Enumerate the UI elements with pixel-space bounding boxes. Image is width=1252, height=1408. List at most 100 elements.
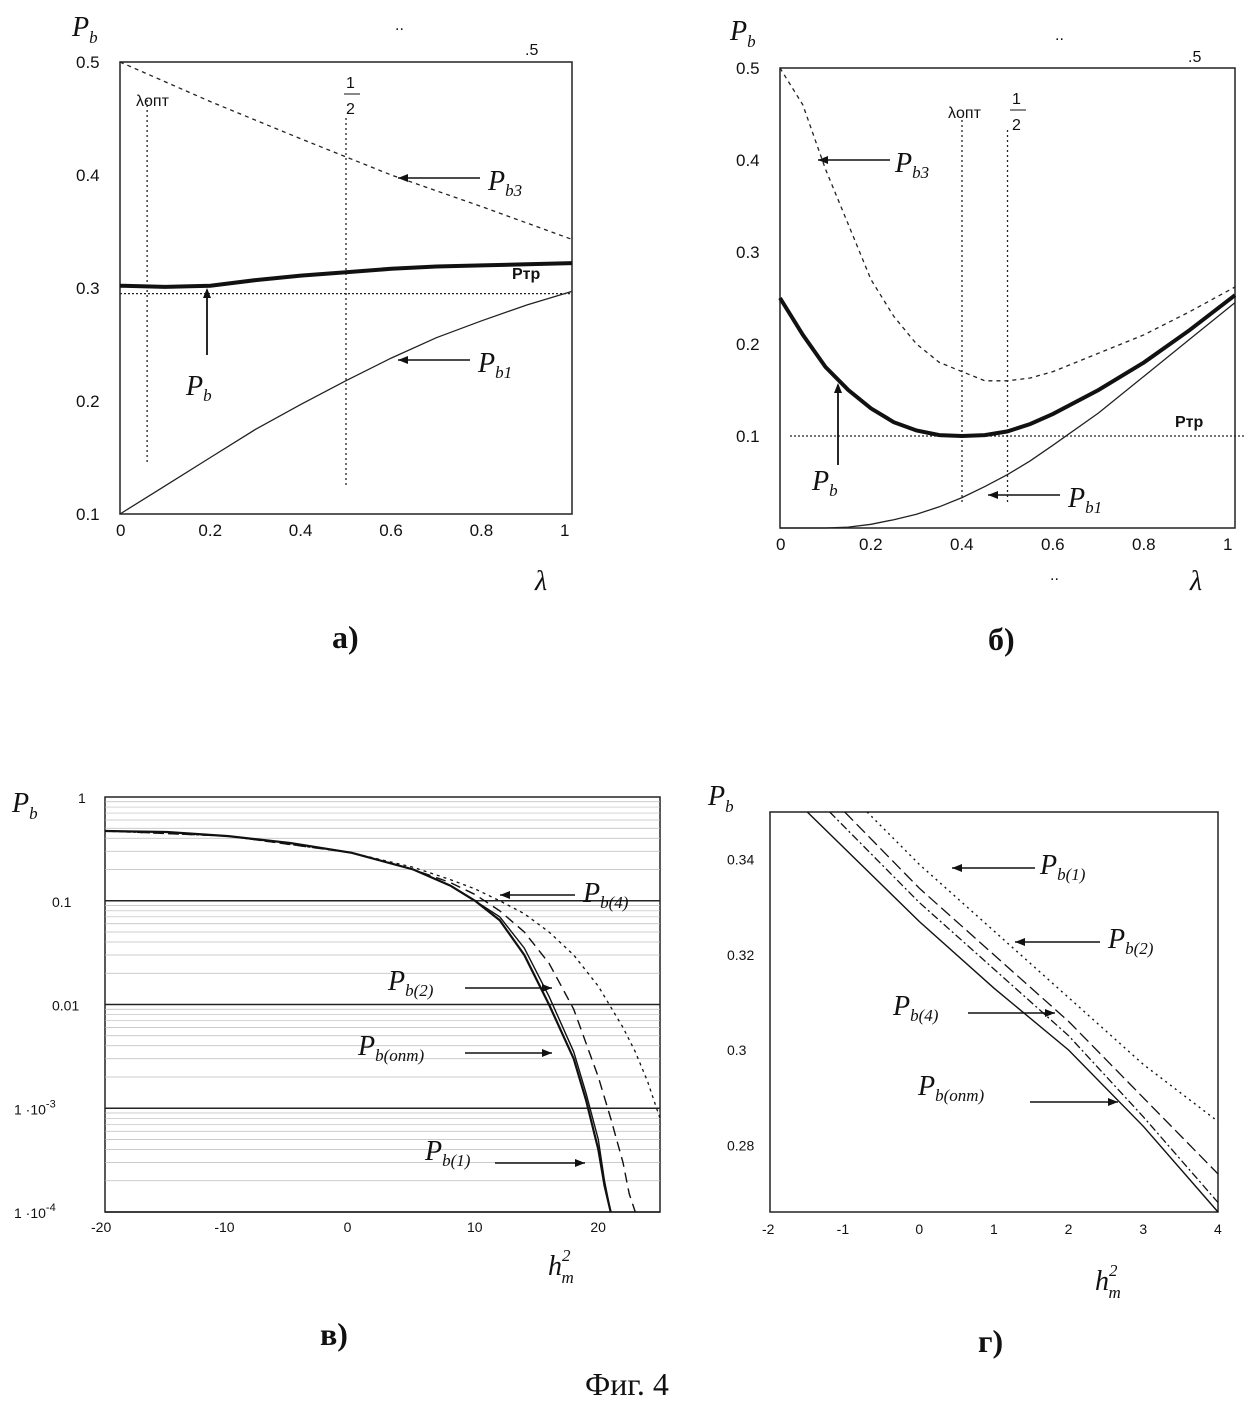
series-pb1-line bbox=[105, 831, 611, 1212]
y-tick-label: 0.3 bbox=[727, 1042, 747, 1058]
chart-panel-b: Pb .. .5 0.10.20.30.40.5 00.20.40.60.81 … bbox=[729, 16, 1245, 657]
x-tick-label: 0.2 bbox=[198, 521, 222, 540]
series-label-pb3: Pb3 bbox=[894, 148, 929, 182]
vline-label-lambda-opt: λопт bbox=[136, 93, 170, 110]
series-label-pb3: Pb3 bbox=[487, 166, 522, 200]
panel-caption: а) bbox=[332, 619, 359, 655]
arrow-head bbox=[952, 864, 962, 872]
x-tick-label: 0.4 bbox=[289, 521, 313, 540]
x-tick-label: 0 bbox=[915, 1221, 923, 1237]
threshold-label: Pтр bbox=[512, 266, 541, 283]
chart-panel-a: Pb .. .5 0.10.20.30.40.5 00.20.40.60.81 … bbox=[71, 12, 572, 655]
x-tick-label: 4 bbox=[1214, 1221, 1222, 1237]
y-axis-label: Pb bbox=[71, 12, 98, 47]
arrow-head bbox=[398, 174, 408, 182]
y-tick-label: 0.1 bbox=[52, 894, 72, 910]
y-tick-label: 0.5 bbox=[76, 53, 100, 72]
vline-label-half-num: 1 bbox=[1012, 91, 1021, 108]
y-tick-label: 1 bbox=[78, 790, 86, 806]
x-axis-label: λ bbox=[1189, 566, 1202, 597]
y-tick-label: 0.28 bbox=[727, 1137, 754, 1153]
x-tick-label: 3 bbox=[1139, 1221, 1147, 1237]
chart-panel-c: Pb 1 0.1 0.01 1 ·10-3 1 ·10-4 -20 -10 0 10 20 h2… bbox=[11, 788, 660, 1352]
x-tick-label: 0.8 bbox=[1132, 535, 1156, 554]
x-tick-label: 1 bbox=[560, 521, 569, 540]
y-axis-label: Pb bbox=[11, 788, 38, 823]
panel-caption: г) bbox=[978, 1323, 1003, 1359]
x-tick-label: 0 bbox=[344, 1219, 352, 1235]
x-tick-label: 20 bbox=[590, 1219, 606, 1235]
series-label-pb1: Pb1 bbox=[1067, 483, 1102, 517]
series-pb4-line bbox=[830, 812, 1218, 1203]
x-tick-label: -1 bbox=[837, 1221, 850, 1237]
arrow-head bbox=[1045, 1009, 1055, 1017]
series-label-pbopt: Pb(onm) bbox=[917, 1071, 985, 1105]
x-axis-label: λ bbox=[534, 566, 547, 597]
x-tick-label: 0 bbox=[116, 521, 125, 540]
y-tick-label: 0.4 bbox=[76, 166, 100, 185]
series-label-pb1: Pb(1) bbox=[1039, 850, 1086, 884]
x-tick-label: -10 bbox=[214, 1219, 234, 1235]
x-tick-label: 0.8 bbox=[470, 521, 494, 540]
y-tick-label: 0.1 bbox=[76, 505, 100, 524]
vline-label-half-den: 2 bbox=[1012, 117, 1021, 134]
y-axis-label: Pb bbox=[729, 16, 756, 51]
y-tick-label: 0.32 bbox=[727, 947, 754, 963]
top-mark: .5 bbox=[525, 42, 538, 59]
arrow-head bbox=[398, 356, 408, 364]
arrow-head bbox=[542, 984, 552, 992]
x-tick-label: 0.6 bbox=[379, 521, 403, 540]
series-label-pb: Pb bbox=[811, 466, 838, 500]
series-label-pbopt: Pb(onm) bbox=[357, 1031, 425, 1065]
y-axis-label: Pb bbox=[707, 781, 734, 816]
vline-label-lambda-opt: λопт bbox=[948, 105, 982, 122]
y-tick-label: 0.5 bbox=[736, 59, 760, 78]
series-label-pb2: Pb(2) bbox=[387, 966, 434, 1000]
y-tick-label: 0.4 bbox=[736, 151, 760, 170]
x-tick-label: 0 bbox=[776, 535, 785, 554]
x-axis-label: h2m bbox=[548, 1246, 574, 1287]
plot-frame bbox=[770, 812, 1218, 1212]
x-tick-label: -20 bbox=[91, 1219, 111, 1235]
y-tick-label: 0.3 bbox=[76, 279, 100, 298]
arrow-head bbox=[575, 1159, 585, 1167]
y-tick-label: 0.3 bbox=[736, 243, 760, 262]
y-tick-label: 0.2 bbox=[736, 335, 760, 354]
series-pbopt-line bbox=[807, 812, 1218, 1212]
arrow-head bbox=[542, 1049, 552, 1057]
x-tick-label: 10 bbox=[467, 1219, 483, 1235]
chart-panel-d: Pb 0.34 0.32 0.3 0.28 -2 -1 0 1 2 3 4 h2m Pb(1) P… bbox=[707, 781, 1222, 1359]
series-label-pb2: Pb(2) bbox=[1107, 924, 1154, 958]
top-mark: .. bbox=[395, 17, 404, 34]
x-tick-label: 0.4 bbox=[950, 535, 974, 554]
vline-label-half-num: 1 bbox=[346, 75, 355, 92]
panel-caption: б) bbox=[988, 621, 1015, 657]
y-tick-label: 0.1 bbox=[736, 427, 760, 446]
y-tick-label: 1 ·10-3 bbox=[14, 1098, 56, 1117]
arrow-head bbox=[1015, 938, 1025, 946]
x-tick-label: 2 bbox=[1065, 1221, 1073, 1237]
panel-caption: в) bbox=[320, 1316, 348, 1352]
top-mark: .5 bbox=[1188, 49, 1201, 66]
figure-caption: Фиг. 4 bbox=[585, 1366, 669, 1402]
x-axis-label: h2m bbox=[1095, 1261, 1121, 1302]
series-label-pb4: Pb(4) bbox=[892, 991, 939, 1025]
series-label-pb: Pb bbox=[185, 371, 212, 405]
series-label-pb1: Pb(1) bbox=[424, 1136, 471, 1170]
x-tick-label: 0.6 bbox=[1041, 535, 1065, 554]
x-tick-label: 0.2 bbox=[859, 535, 883, 554]
series-pbopt-line bbox=[105, 831, 611, 1212]
bottom-mark: .. bbox=[1050, 567, 1059, 584]
top-mark: .. bbox=[1055, 27, 1064, 44]
series-pb3-line bbox=[780, 68, 1235, 381]
y-tick-label: 0.01 bbox=[52, 998, 79, 1014]
y-tick-label: 0.34 bbox=[727, 852, 754, 868]
y-tick-label: 1 ·10-4 bbox=[14, 1202, 56, 1221]
x-tick-label: 1 bbox=[1223, 535, 1232, 554]
vline-label-half-den: 2 bbox=[346, 101, 355, 118]
series-label-pb4: Pb(4) bbox=[582, 878, 629, 912]
x-tick-label: -2 bbox=[762, 1221, 775, 1237]
series-pb4-line bbox=[105, 831, 660, 1118]
x-tick-label: 1 bbox=[990, 1221, 998, 1237]
